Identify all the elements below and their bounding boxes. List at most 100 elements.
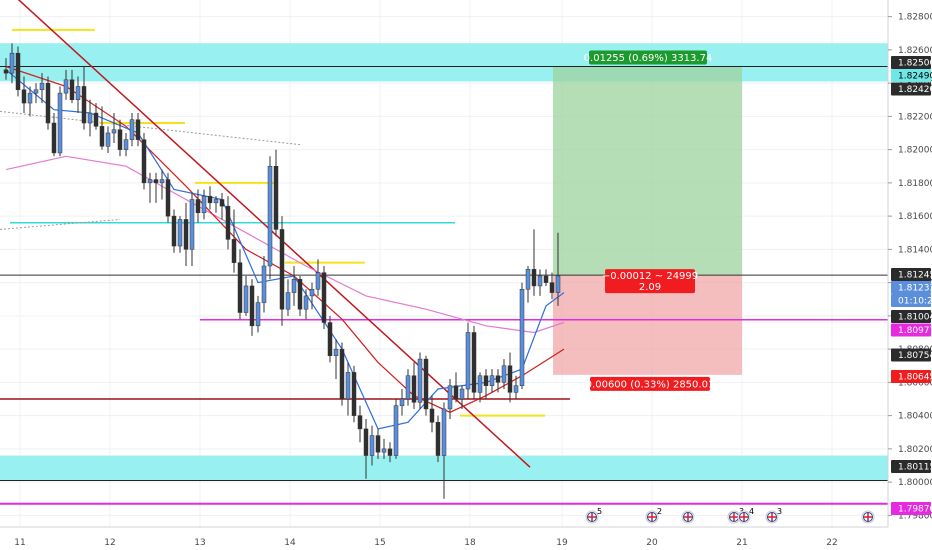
candle-body[interactable] <box>171 215 177 247</box>
candle-body[interactable] <box>3 69 9 74</box>
candle-body[interactable] <box>399 398 405 406</box>
candle-body[interactable] <box>555 275 561 293</box>
candle-body[interactable] <box>279 229 285 310</box>
candle-body[interactable] <box>225 205 231 240</box>
candle-body[interactable] <box>525 269 531 290</box>
candle-body[interactable] <box>513 385 519 393</box>
candle-body[interactable] <box>309 289 315 297</box>
candle-body[interactable] <box>393 405 399 456</box>
candle-body[interactable] <box>459 388 465 400</box>
candle-body[interactable] <box>471 332 477 393</box>
candle-body[interactable] <box>111 129 117 134</box>
candle-body[interactable] <box>447 385 453 410</box>
candle-body[interactable] <box>339 348 345 400</box>
candle-body[interactable] <box>63 79 69 94</box>
candle-body[interactable] <box>57 92 63 154</box>
candle-body[interactable] <box>273 165 279 230</box>
candle-body[interactable] <box>249 285 255 327</box>
candle-body[interactable] <box>45 82 51 124</box>
candle-body[interactable] <box>411 375 417 403</box>
candle-body[interactable] <box>315 272 321 290</box>
candle-body[interactable] <box>417 358 423 403</box>
candle-body[interactable] <box>549 282 555 293</box>
candle-body[interactable] <box>357 415 363 430</box>
candle-body[interactable] <box>27 92 33 104</box>
candle-body[interactable] <box>483 375 489 386</box>
candle-body[interactable] <box>21 89 27 104</box>
candle-body[interactable] <box>213 199 219 204</box>
candle-body[interactable] <box>321 272 327 323</box>
candle-body[interactable] <box>531 269 537 287</box>
candle-body[interactable] <box>117 129 123 150</box>
candle-body[interactable] <box>375 435 381 453</box>
candle-body[interactable] <box>369 435 375 456</box>
candle-body[interactable] <box>465 332 471 390</box>
candle-body[interactable] <box>441 408 447 456</box>
candle-body[interactable] <box>219 199 225 207</box>
candle-body[interactable] <box>237 262 243 313</box>
candle-body[interactable] <box>177 219 183 247</box>
candle-body[interactable] <box>39 82 45 91</box>
candle-body[interactable] <box>231 239 237 263</box>
candle-body[interactable] <box>327 322 333 357</box>
candle-body[interactable] <box>135 119 141 140</box>
candle-body[interactable] <box>501 365 507 383</box>
candle-body[interactable] <box>93 112 99 127</box>
candle-body[interactable] <box>435 422 441 456</box>
flag-ring <box>739 512 749 522</box>
candle-body[interactable] <box>69 79 75 100</box>
candle-body[interactable] <box>33 89 39 94</box>
candle-body[interactable] <box>423 358 429 410</box>
candle-body[interactable] <box>99 126 105 147</box>
candle-body[interactable] <box>477 375 483 393</box>
candle-body[interactable] <box>183 219 189 250</box>
candle-body[interactable] <box>189 199 195 250</box>
candle-body[interactable] <box>15 52 21 91</box>
candle-body[interactable] <box>453 385 459 400</box>
candle-body[interactable] <box>51 122 57 154</box>
candle-body[interactable] <box>297 279 303 310</box>
candle-body[interactable] <box>291 279 297 293</box>
candle-body[interactable] <box>363 428 369 456</box>
candle-body[interactable] <box>255 302 261 327</box>
candle-body[interactable] <box>387 448 393 456</box>
candle-body[interactable] <box>261 265 267 303</box>
candle-body[interactable] <box>159 179 165 184</box>
price-tag-label: 1.81233 <box>898 284 932 294</box>
candle-body[interactable] <box>141 139 147 184</box>
candle-body[interactable] <box>345 372 351 400</box>
candle-body[interactable] <box>123 139 129 150</box>
candle-body[interactable] <box>429 408 435 423</box>
ema-slow-line <box>5 155 565 334</box>
candle-body[interactable] <box>165 179 171 217</box>
candle-body[interactable] <box>495 375 501 383</box>
candle-body[interactable] <box>207 195 213 204</box>
candle-body[interactable] <box>351 372 357 416</box>
calendar-badge-count: 4 <box>749 507 754 516</box>
candle-body[interactable] <box>381 448 387 453</box>
candle-body[interactable] <box>333 348 339 357</box>
candle-body[interactable] <box>147 179 153 184</box>
candle-body[interactable] <box>405 375 411 400</box>
candle-body[interactable] <box>75 86 81 100</box>
candle-body[interactable] <box>9 52 15 74</box>
candle-body[interactable] <box>267 165 273 267</box>
candle-body[interactable] <box>303 295 309 310</box>
candle-body[interactable] <box>201 195 207 214</box>
candle-body[interactable] <box>543 275 549 283</box>
candle-body[interactable] <box>489 375 495 386</box>
candle-body[interactable] <box>519 289 525 386</box>
candle-body[interactable] <box>195 199 201 214</box>
candle-body[interactable] <box>129 119 135 140</box>
price-tick-label: 1.81600 <box>898 212 932 222</box>
candle-body[interactable] <box>243 285 249 313</box>
candle-body[interactable] <box>507 365 513 393</box>
candle-body[interactable] <box>537 275 543 287</box>
candle-body[interactable] <box>285 292 291 310</box>
price-tag-label: 1.82490 <box>898 72 932 82</box>
candle-body[interactable] <box>105 132 111 147</box>
candle-body[interactable] <box>153 179 159 184</box>
candle-body[interactable] <box>87 112 93 124</box>
candle-body[interactable] <box>81 86 87 124</box>
